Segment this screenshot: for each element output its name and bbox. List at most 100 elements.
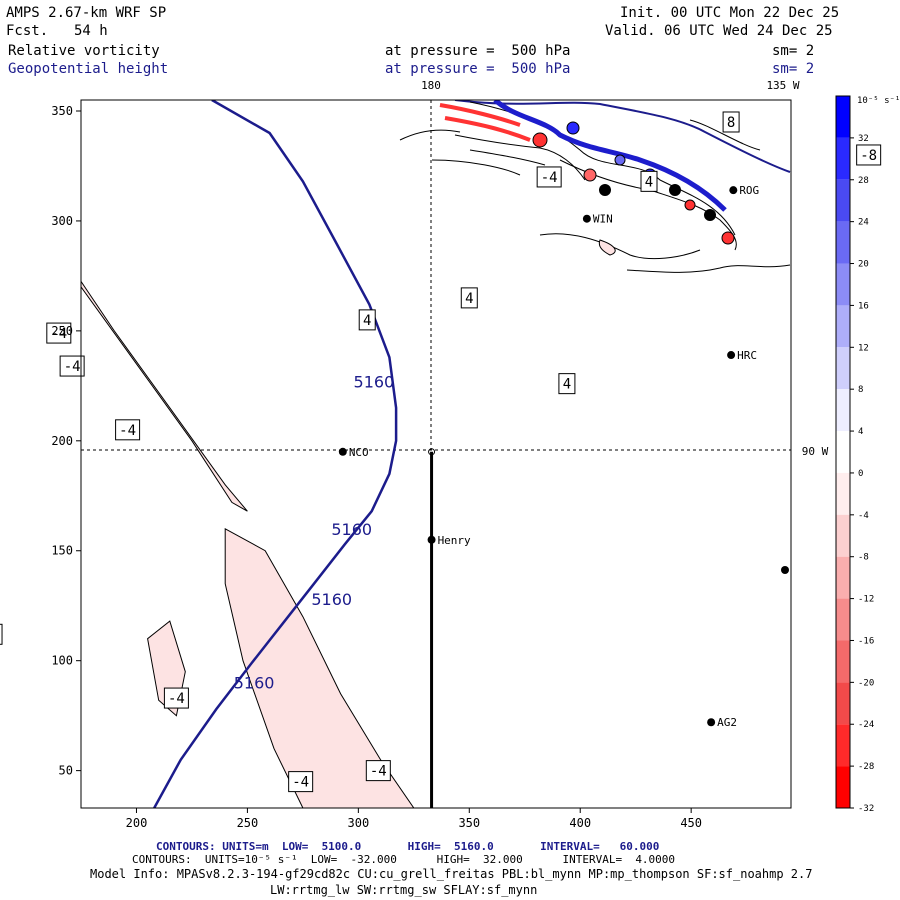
- lon-label-90w: 90 W: [802, 445, 829, 458]
- station-marker-edge: [781, 566, 789, 574]
- colorbar-tick-label: 12: [858, 343, 869, 353]
- vorticity-label: 4: [558, 373, 576, 395]
- vorticity-label-box: [722, 111, 740, 133]
- vorticity-label-box: [365, 760, 391, 782]
- x-tick-label: 200: [126, 816, 148, 830]
- vorticity-label: 8: [722, 111, 740, 133]
- station-label: NCO: [349, 446, 369, 459]
- y-tick-label: 100: [51, 654, 73, 668]
- vorticity-band-1: [81, 280, 248, 512]
- x-tick-label: 400: [569, 816, 591, 830]
- field1-name: Relative vorticity: [8, 43, 160, 59]
- vorticity-label-box: [460, 287, 478, 309]
- vorticity-label: -8: [856, 144, 882, 166]
- colorbar-tick-label: -8: [858, 553, 869, 563]
- colorbar-swatch: [836, 556, 850, 599]
- station-marker: [727, 351, 736, 360]
- vorticity-label-box: [59, 355, 85, 377]
- colorbar-swatch: [836, 598, 850, 641]
- footer-vorticity-contours: CONTOURS: UNITS=10⁻⁵ s⁻¹ LOW= -32.000 HI…: [132, 853, 676, 866]
- colorbar-tick-label: 24: [858, 218, 869, 228]
- y-tick-label: 350: [51, 104, 73, 118]
- colorbar-tick-label: -28: [858, 762, 874, 772]
- colorbar-tick-label: -4: [858, 511, 869, 521]
- colorbar-tick-label: -12: [858, 595, 874, 605]
- vorticity-label-text: 4: [645, 174, 653, 190]
- vorticity-label-text: -4: [292, 775, 309, 791]
- vorticity-label-box: [856, 144, 882, 166]
- field1-pressure: at pressure = 500 hPa: [385, 43, 571, 59]
- footer-height-contours: CONTOURS: UNITS=m LOW= 5100.0 HIGH= 5160…: [156, 840, 660, 853]
- vorticity-label: -4: [288, 771, 314, 793]
- colorbar-tick-label: 8: [858, 385, 863, 395]
- field2-smoothing: sm= 2: [772, 61, 815, 77]
- lon-label-135w: 135 W: [766, 79, 799, 92]
- vorticity-label-text: -4: [541, 170, 558, 186]
- footer-model-info-2: LW:rrtmg_lw SW:rrtmg_sw SFLAY:sf_mynn: [270, 883, 538, 897]
- footer-model-info: Model Info: MPASv8.2.3-194-gf29cd82c CU:…: [90, 867, 813, 881]
- vorticity-label-box: [640, 170, 658, 192]
- colorbar-tick-label: -16: [858, 636, 874, 646]
- colorbar-swatch: [836, 347, 850, 390]
- colorbar-swatch: [836, 514, 850, 557]
- colorbar-tick-label: 4: [858, 427, 863, 437]
- colorbar-tick-label: -32: [858, 804, 874, 814]
- vorticity-band-2: [0, 502, 26, 808]
- reference-lines: [81, 100, 791, 451]
- vorticity-label: 4: [640, 170, 658, 192]
- colorbar-swatch: [836, 389, 850, 432]
- chart-title: AMPS 2.67-km WRF SP: [6, 5, 167, 21]
- vorticity-label: 4: [460, 287, 478, 309]
- colorbar-swatch: [836, 96, 850, 138]
- station-ag2: AG2: [707, 716, 737, 729]
- colorbar-frame: [835, 95, 851, 809]
- station-label: AG2: [717, 716, 737, 729]
- vorticity-label: 4: [358, 309, 376, 331]
- vorticity-label: -4: [115, 419, 141, 441]
- colorbar-tick-label: 32: [858, 134, 869, 144]
- colorbar-swatch: [836, 305, 850, 348]
- colorbar-swatch: [836, 682, 850, 725]
- vorticity-label-text: -4: [64, 359, 81, 375]
- station-marker: [707, 718, 716, 727]
- station-marker: [338, 447, 347, 456]
- colorbar-swatch: [836, 431, 850, 473]
- vorticity-label-text: -4: [119, 423, 136, 439]
- colorbar-unit: 10⁻⁵ s⁻¹: [857, 96, 900, 106]
- station-label: ROG: [739, 184, 759, 197]
- vorticity-label-text: -4: [370, 764, 387, 780]
- colorbar-swatch: [836, 137, 850, 180]
- vorticity-label-box: [536, 166, 562, 188]
- init-time: Init. 00 UTC Mon 22 Dec 25: [620, 5, 840, 21]
- y-tick-label: 250: [51, 324, 73, 338]
- colorbar-tick-label: -24: [858, 720, 874, 730]
- lon-label-180: 180: [421, 79, 441, 92]
- x-tick-label: 300: [348, 816, 370, 830]
- colorbar-tick-label: -20: [858, 678, 874, 688]
- forecast-label: Fcst.: [6, 23, 49, 39]
- y-tick-label: 150: [51, 544, 73, 558]
- colorbar-swatch: [836, 640, 850, 683]
- x-tick-label: 350: [458, 816, 480, 830]
- station-marker: [427, 535, 436, 544]
- vorticity-label-box: [163, 687, 189, 709]
- colorbar-tick-label: 0: [858, 469, 863, 479]
- vorticity-label-text: 8: [727, 115, 735, 131]
- vorticity-label-text: 4: [563, 377, 571, 393]
- colorbar-tick-label: 16: [858, 301, 869, 311]
- height-contour-label: 5160: [234, 674, 275, 693]
- vorticity-label: -4: [536, 166, 562, 188]
- cross-section-origin: [428, 448, 436, 456]
- y-tick-label: 300: [51, 214, 73, 228]
- vorticity-label: -4: [59, 355, 85, 377]
- colorbar-swatch: [836, 221, 850, 264]
- station-hrc: HRC: [727, 349, 757, 362]
- x-tick-label: 250: [237, 816, 259, 830]
- station-nco: NCO: [338, 446, 369, 459]
- field2-pressure: at pressure = 500 hPa: [385, 61, 571, 77]
- colorbar-tick-label: 20: [858, 260, 869, 270]
- field1-smoothing: sm= 2: [772, 43, 815, 59]
- colorbar-tick-label: 28: [858, 176, 869, 186]
- vorticity-label-box: [0, 623, 3, 645]
